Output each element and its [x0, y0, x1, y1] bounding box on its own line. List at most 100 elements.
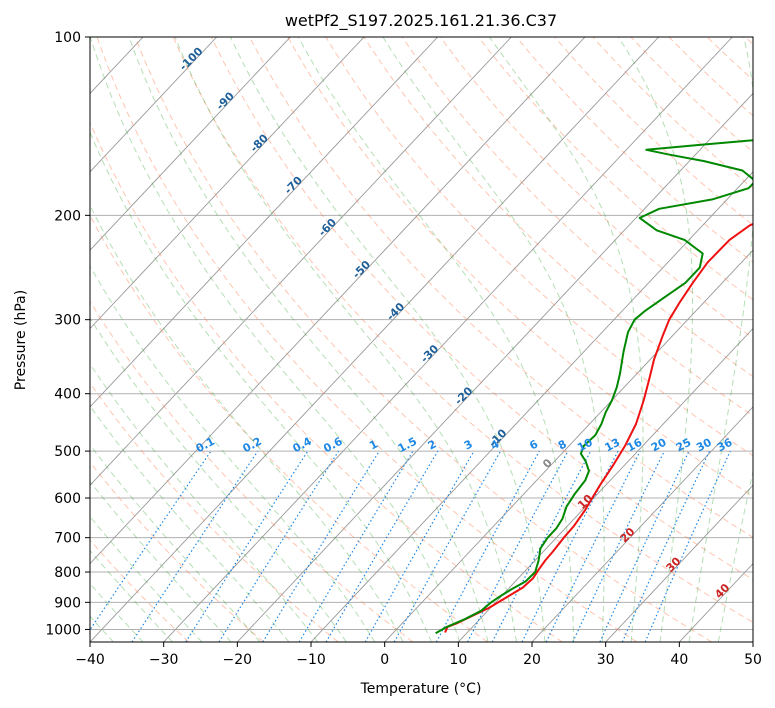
moist-adiabat: [174, 37, 517, 642]
mixing-ratio-line: [262, 450, 380, 642]
skewed-isotherm: [90, 37, 512, 486]
background-lines: [90, 37, 753, 642]
dry-adiabat: [211, 37, 753, 581]
dry-adiabat: [592, 37, 753, 189]
isotherm-label: -30: [418, 342, 441, 365]
mixing-ratio-line: [644, 450, 731, 642]
mixing-ratio-label: 16: [625, 436, 645, 455]
profile-lines: [435, 139, 753, 635]
moist-adiabat: [489, 37, 644, 642]
moist-adiabat: [90, 363, 319, 642]
dry-adiabat: [744, 37, 753, 45]
skewed-isotherm: [0, 37, 69, 642]
x-tick-label: −40: [75, 652, 105, 668]
moist-adiabat: [128, 37, 489, 642]
mixing-ratio-line: [325, 450, 439, 642]
dry-adiabat: [134, 37, 712, 642]
dry-adiabat: [90, 300, 414, 642]
dry-adiabat: [249, 37, 753, 539]
isotherm-label: -20: [452, 384, 475, 407]
mixing-ratio-line: [218, 450, 340, 642]
skewed-isotherm: [90, 37, 660, 642]
skewed-isotherm: [163, 37, 733, 642]
skewed-isotherm: [90, 37, 365, 330]
mixing-ratio-label: 0.2: [241, 435, 264, 456]
skewed-isotherm: [679, 562, 753, 642]
dry-adiabat: [90, 121, 563, 642]
mixing-ratio-line: [572, 450, 665, 642]
moist-adiabat: [90, 480, 232, 642]
moist-adiabat: [229, 37, 546, 642]
moist-adiabat: [90, 204, 404, 642]
y-axis-label: Pressure (hPa): [13, 290, 29, 390]
x-tick-label: −30: [149, 652, 179, 668]
y-tick-label: 400: [54, 387, 81, 403]
y-axis-ticks: 1000 900 800 700 600 500 400 300 200 100: [45, 30, 90, 638]
dry-adiabat: [439, 37, 753, 339]
moist-adiabat: [90, 265, 376, 642]
mixing-ratio-line: [393, 450, 502, 642]
dry-adiabat: [96, 37, 638, 642]
x-tick-label: 10: [449, 652, 467, 668]
skewed-isotherm: [237, 92, 753, 642]
mixing-ratio-label: 3: [462, 437, 475, 452]
isotherm-label: -50: [350, 258, 373, 281]
moist-adiabat: [90, 37, 461, 642]
moist-adiabat: [717, 469, 753, 642]
moist-adiabat: [90, 317, 347, 642]
moist-adiabat: [297, 37, 575, 642]
mixing-ratio-label: 1: [367, 437, 380, 452]
x-tick-label: −20: [223, 652, 253, 668]
dewpoint-profile-line: [435, 139, 753, 635]
temperature-profile-line: [444, 222, 753, 633]
dry-adiabat: [172, 37, 753, 624]
skewed-isotherm: [605, 484, 753, 642]
mixing-ratio-label: 20: [649, 436, 669, 455]
y-tick-label: 100: [54, 30, 81, 46]
isotherm-label: 40: [712, 581, 732, 601]
isotherm-label: -10: [486, 426, 509, 449]
mixing-ratio-line: [466, 450, 569, 642]
mixing-ratio-label: 6: [527, 437, 540, 452]
dry-adiabat: [554, 37, 753, 226]
moist-adiabat: [90, 131, 432, 642]
chart-title: wetPf2_S197.2025.161.21.36.C37: [285, 11, 557, 31]
isotherm-label: -100: [177, 44, 206, 73]
line-labels: 0.1 0.2 0.4 0.6 1 1.5 2 3 4 6 8 10 13 16 20 25 30 36-100-…: [177, 44, 735, 601]
moist-adiabat: [688, 37, 753, 642]
mixing-ratio-label: 13: [603, 436, 623, 455]
skewed-isotherm: [458, 327, 753, 642]
mixing-ratio-label: 10: [575, 436, 595, 455]
mixing-ratio-line: [364, 450, 475, 642]
mixing-ratio-label: 0.4: [291, 435, 315, 456]
y-tick-label: 1000: [45, 622, 81, 638]
x-axis-ticks: −40 −30 −20 −10 0 10 20 30 40 50: [75, 642, 762, 668]
mixing-ratio-line: [90, 450, 212, 631]
skewed-isotherm: [531, 406, 753, 642]
y-tick-label: 300: [54, 313, 81, 329]
skewed-isotherm: [752, 641, 753, 642]
x-tick-label: 40: [670, 652, 688, 668]
dry-adiabat: [363, 37, 753, 417]
y-tick-label: 500: [54, 444, 81, 460]
plot-frame: [89, 36, 754, 643]
mixing-ratio-line: [621, 450, 711, 642]
skewed-isotherm: [90, 37, 439, 408]
mixing-ratio-line: [599, 450, 690, 642]
isotherm-label: -80: [248, 131, 271, 154]
y-tick-label: 800: [54, 565, 81, 581]
mixing-ratio-line: [185, 450, 309, 642]
dry-adiabat: [668, 37, 753, 117]
y-tick-label: 200: [54, 208, 81, 224]
isotherm-label: -70: [282, 174, 305, 197]
dry-adiabat: [401, 37, 753, 378]
skewed-isotherm: [90, 37, 291, 251]
mixing-ratio-label: 36: [715, 436, 735, 455]
mixing-ratio-label: 25: [674, 436, 694, 455]
moist-adiabat: [90, 405, 290, 642]
x-axis-label: Temperature (°C): [360, 681, 482, 697]
mixing-ratio-label: 30: [694, 436, 714, 455]
mixing-ratio-label: 2: [426, 437, 439, 452]
y-tick-label: 600: [54, 491, 81, 507]
